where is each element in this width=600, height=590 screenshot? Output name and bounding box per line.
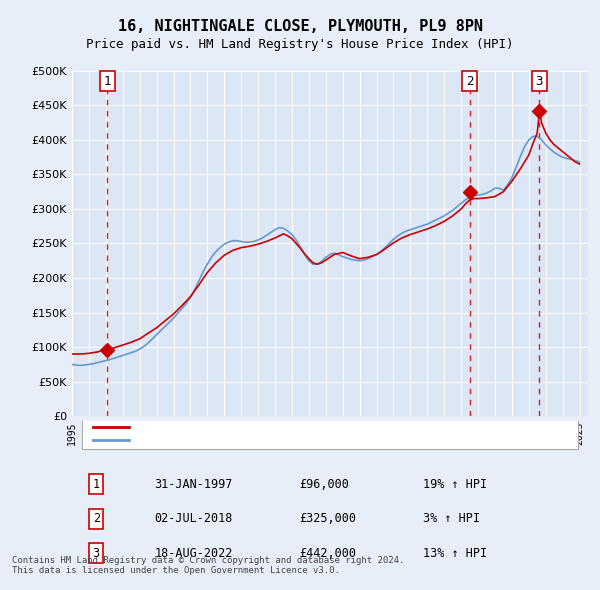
Text: £96,000: £96,000: [299, 477, 349, 490]
Text: 3: 3: [92, 546, 100, 559]
Text: Price paid vs. HM Land Registry's House Price Index (HPI): Price paid vs. HM Land Registry's House …: [86, 38, 514, 51]
Text: £325,000: £325,000: [299, 512, 356, 525]
Text: 1: 1: [92, 477, 100, 490]
Text: 16, NIGHTINGALE CLOSE, PLYMOUTH, PL9 8PN (detached house): 16, NIGHTINGALE CLOSE, PLYMOUTH, PL9 8PN…: [139, 422, 496, 432]
FancyBboxPatch shape: [82, 418, 578, 450]
Text: 19% ↑ HPI: 19% ↑ HPI: [423, 477, 487, 490]
Text: 18-AUG-2022: 18-AUG-2022: [155, 546, 233, 559]
Text: 02-JUL-2018: 02-JUL-2018: [155, 512, 233, 525]
Text: 1: 1: [103, 75, 111, 88]
Text: HPI: Average price, detached house, City of Plymouth: HPI: Average price, detached house, City…: [139, 435, 464, 445]
Text: 2: 2: [92, 512, 100, 525]
Text: 13% ↑ HPI: 13% ↑ HPI: [423, 546, 487, 559]
Text: 3: 3: [536, 75, 543, 88]
Text: 31-JAN-1997: 31-JAN-1997: [155, 477, 233, 490]
Text: 16, NIGHTINGALE CLOSE, PLYMOUTH, PL9 8PN: 16, NIGHTINGALE CLOSE, PLYMOUTH, PL9 8PN: [118, 19, 482, 34]
Text: £442,000: £442,000: [299, 546, 356, 559]
Text: Contains HM Land Registry data © Crown copyright and database right 2024.
This d: Contains HM Land Registry data © Crown c…: [12, 556, 404, 575]
Text: 3% ↑ HPI: 3% ↑ HPI: [423, 512, 480, 525]
Text: 2: 2: [466, 75, 473, 88]
